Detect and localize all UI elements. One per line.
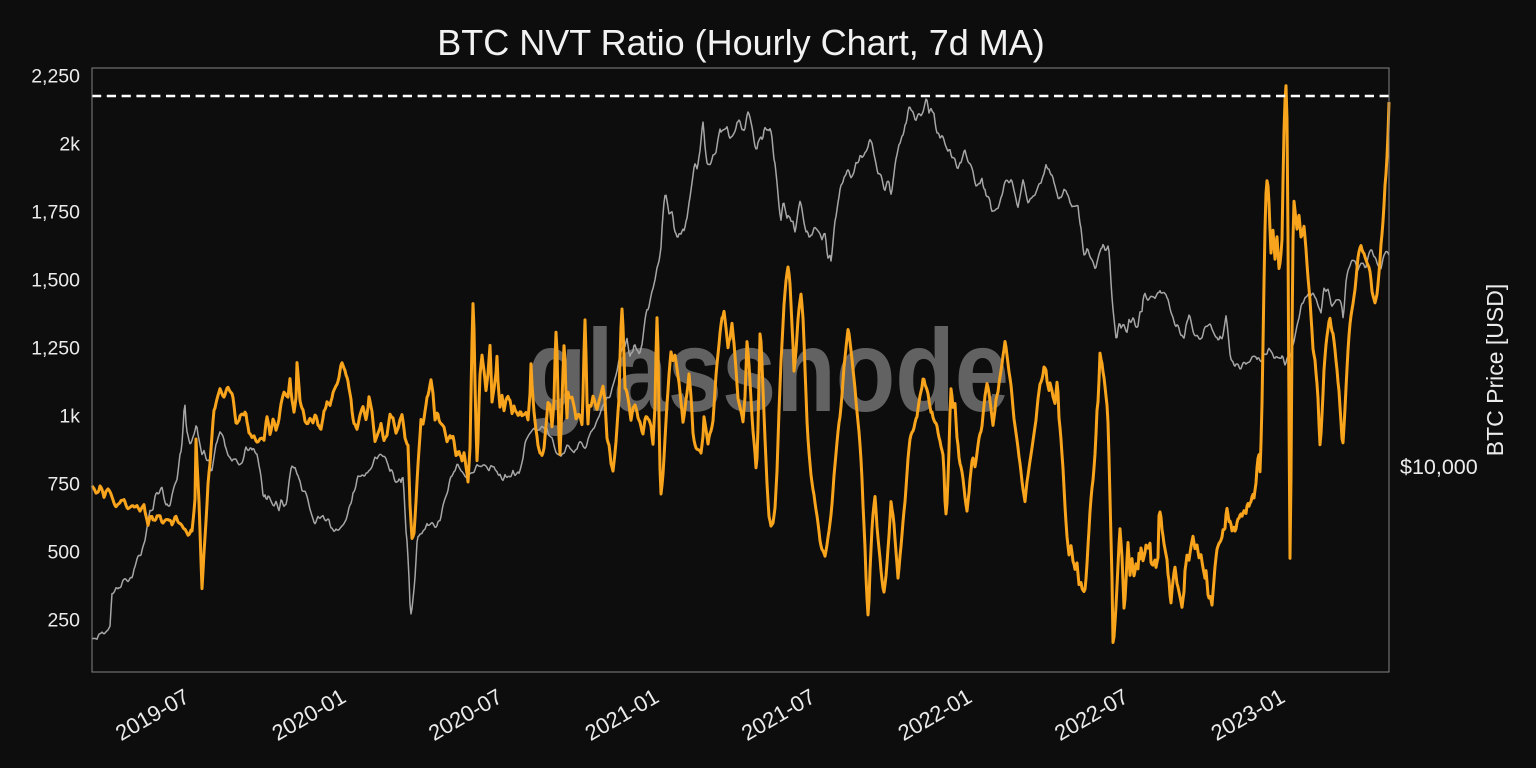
svg-text:glassnode: glassnode [527,305,1009,436]
svg-text:500: 500 [47,542,80,564]
svg-text:$10,000: $10,000 [1400,455,1478,479]
svg-text:1,750: 1,750 [31,202,80,224]
svg-text:BTC Price [USD]: BTC Price [USD] [1482,284,1508,457]
svg-text:750: 750 [47,474,80,496]
svg-text:1,500: 1,500 [31,270,80,292]
svg-text:250: 250 [47,610,80,632]
svg-text:2,250: 2,250 [31,66,80,88]
svg-text:2k: 2k [59,134,80,156]
svg-text:1,250: 1,250 [31,338,80,360]
svg-text:BTC NVT Ratio (Hourly Chart, 7: BTC NVT Ratio (Hourly Chart, 7d MA) [437,22,1044,63]
svg-text:1k: 1k [59,406,80,428]
